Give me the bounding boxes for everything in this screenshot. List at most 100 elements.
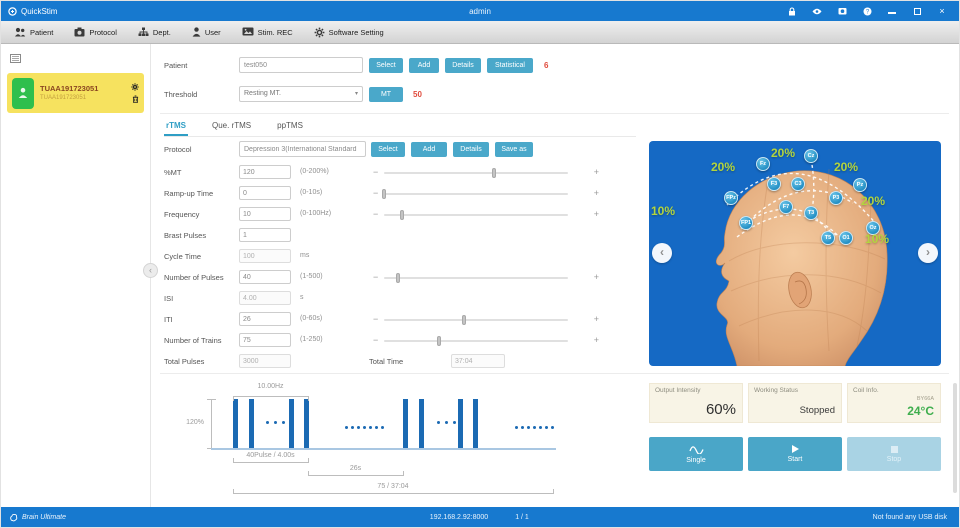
slider-increase[interactable]: +	[593, 272, 599, 282]
slider-track[interactable]	[384, 168, 568, 178]
mt-button[interactable]: MT	[369, 87, 403, 102]
electrode-oz[interactable]: Oz	[866, 221, 880, 235]
slider-track[interactable]	[384, 315, 568, 325]
patient-add-button[interactable]: Add	[409, 58, 439, 73]
protocol-name-input[interactable]	[239, 141, 366, 157]
train-bracket-label: 40Pulse / 4.00s	[246, 452, 295, 459]
patient-list-item[interactable]: TUAA191723051 TUAA191723051	[7, 73, 144, 113]
param-input[interactable]	[239, 186, 291, 200]
minimize-button[interactable]	[887, 6, 897, 16]
slider-handle[interactable]	[492, 168, 497, 178]
protocol-select-button[interactable]: Select	[371, 142, 405, 157]
coil-temperature: 24°C	[907, 404, 934, 418]
slider-increase[interactable]: +	[593, 167, 599, 177]
electrode-fz[interactable]: Fz	[756, 157, 770, 171]
next-view-button[interactable]: ›	[918, 243, 938, 263]
menu-item-software-setting[interactable]: Software Setting	[314, 27, 384, 38]
electrode-c3[interactable]: C3	[791, 177, 805, 191]
slider-decrease[interactable]: −	[373, 272, 379, 282]
electrode-cz[interactable]: Cz	[804, 149, 818, 163]
electrode-fp1[interactable]: FP1	[739, 216, 753, 230]
electrode-f7[interactable]: F7	[779, 200, 793, 214]
menu-item-user[interactable]: User	[192, 27, 221, 37]
param-input[interactable]	[239, 207, 291, 221]
lock-icon[interactable]	[787, 6, 797, 16]
param-input[interactable]	[239, 333, 291, 347]
protocol-details-button[interactable]: Details	[453, 142, 489, 157]
patient-settings-icon[interactable]	[131, 83, 139, 91]
protocol-add-button[interactable]: Add	[411, 142, 447, 157]
interval-ellipsis-dot	[515, 426, 518, 429]
slider-track[interactable]	[384, 336, 568, 346]
slider-decrease[interactable]: −	[373, 188, 379, 198]
menu-item-protocol[interactable]: Protocol	[74, 27, 117, 37]
menu-item-patient[interactable]: Patient	[14, 27, 53, 37]
patient-statistical-button[interactable]: Statistical	[487, 58, 533, 73]
param-input[interactable]	[239, 270, 291, 284]
param-input[interactable]	[239, 228, 291, 242]
patient-name-input[interactable]	[239, 57, 363, 73]
electrode-o1[interactable]: O1	[839, 231, 853, 245]
menu-item-stim-rec[interactable]: Stim. REC	[242, 27, 293, 37]
patient-details-button[interactable]: Details	[445, 58, 481, 73]
interval-ellipsis-dot	[381, 426, 384, 429]
slider-handle[interactable]	[382, 189, 386, 199]
slider-increase[interactable]: +	[593, 209, 599, 219]
slider-decrease[interactable]: −	[373, 335, 379, 345]
spacing-percent-label: 20%	[833, 160, 859, 174]
total-bracket-line	[233, 493, 553, 494]
list-view-icon[interactable]	[10, 50, 150, 68]
slider-track[interactable]	[384, 273, 568, 283]
electrode-pz[interactable]: Pz	[853, 178, 867, 192]
electrode-fpz[interactable]: FPz	[724, 191, 738, 205]
protocol-saveas-button[interactable]: Save as	[495, 142, 533, 157]
slider-increase[interactable]: +	[593, 188, 599, 198]
param-input[interactable]	[239, 312, 291, 326]
help-icon[interactable]: ?	[862, 6, 872, 16]
tab-pptms[interactable]: ppTMS	[277, 121, 303, 130]
snapshot-icon[interactable]	[837, 6, 847, 16]
eye-icon[interactable]	[812, 6, 822, 16]
sidebar-collapse-button[interactable]: ‹	[143, 263, 158, 278]
slider-track[interactable]	[382, 189, 568, 199]
electrode-t5[interactable]: T5	[821, 231, 835, 245]
slider-decrease[interactable]: −	[373, 314, 379, 324]
param-input	[239, 291, 291, 305]
menu-item-dept[interactable]: Dept.	[138, 27, 171, 37]
param-input[interactable]	[239, 165, 291, 179]
threshold-dropdown[interactable]: Resting MT. ▾	[239, 86, 363, 102]
train-bracket-tick	[233, 458, 234, 463]
slider-decrease[interactable]: −	[373, 167, 379, 177]
stop-button[interactable]: Stop	[847, 437, 941, 471]
close-button[interactable]: ×	[939, 5, 945, 16]
pulse-bar	[458, 399, 463, 448]
tab-rtms[interactable]: rTMS	[164, 119, 188, 136]
slider-track[interactable]	[384, 210, 568, 220]
single-pulse-button[interactable]: Single	[649, 437, 743, 471]
user-icon	[192, 27, 201, 37]
scrollbar-thumb[interactable]	[953, 383, 957, 493]
param-slider: − +	[373, 205, 599, 226]
slider-increase[interactable]: +	[593, 335, 599, 345]
slider-decrease[interactable]: −	[373, 209, 379, 219]
pulse-train-diagram: 120% 10.00Hz 40Pulse / 4.00s 26s 75 / 37:04	[166, 381, 636, 503]
param-row: Cycle Time ms − +	[164, 247, 604, 268]
slider-handle[interactable]	[461, 315, 466, 325]
slider-handle[interactable]	[396, 273, 401, 283]
slider-increase[interactable]: +	[593, 314, 599, 324]
electrode-f3[interactable]: F3	[767, 177, 781, 191]
slider-handle[interactable]	[436, 336, 441, 346]
electrode-p3[interactable]: P3	[829, 191, 843, 205]
previous-view-button[interactable]: ‹	[652, 243, 672, 263]
patient-select-button[interactable]: Select	[369, 58, 403, 73]
delete-patient-icon[interactable]	[132, 95, 139, 103]
param-row: Number of Trains (1-250) − +	[164, 331, 604, 352]
slider-handle[interactable]	[400, 210, 405, 220]
interval-ellipsis-dot	[363, 426, 366, 429]
tab-que-rtms[interactable]: Que. rTMS	[212, 121, 252, 130]
electrode-t3[interactable]: T3	[804, 206, 818, 220]
param-range: (1-500)	[300, 273, 323, 280]
start-button[interactable]: Start	[748, 437, 842, 471]
restore-button[interactable]	[912, 6, 922, 16]
